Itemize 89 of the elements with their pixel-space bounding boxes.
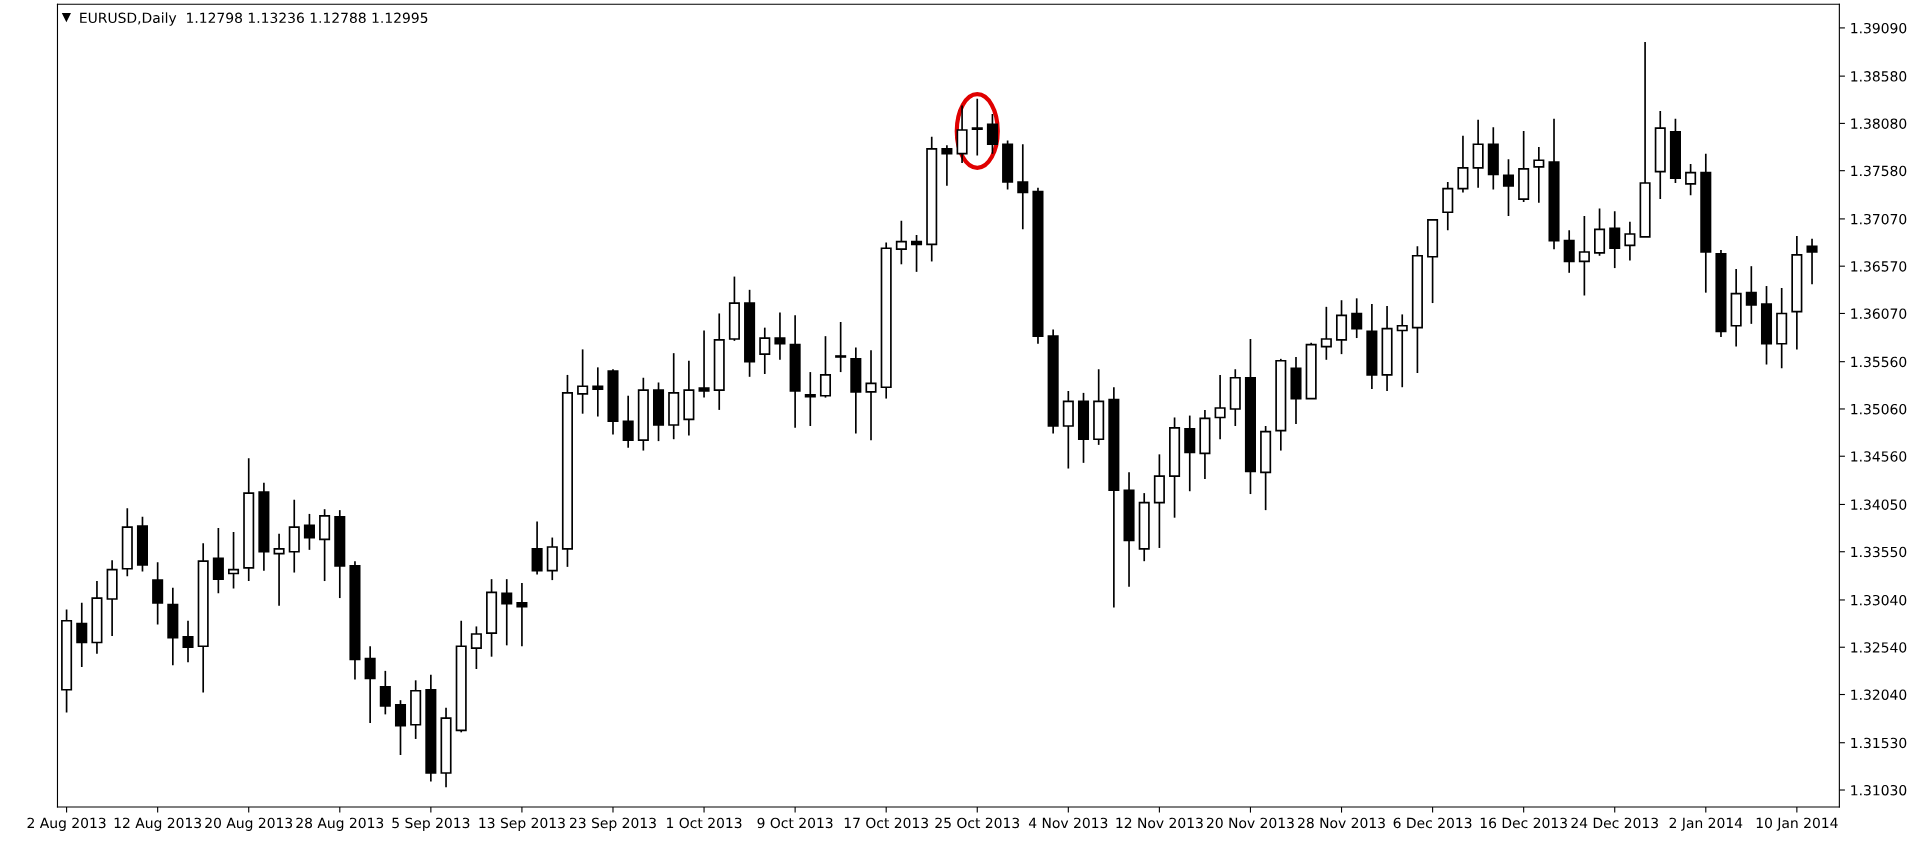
x-tick-label: 28 Nov 2013 [1298,817,1385,829]
candlestick [1396,313,1408,389]
y-tick-label: 1.32540 [1851,642,1907,653]
x-tick-label: 24 Dec 2013 [1571,817,1658,829]
y-tick-label: 1.31530 [1851,737,1907,749]
y-tick-label: 1.37070 [1851,213,1907,225]
candlestick [394,699,407,756]
x-tick-label: 25 Oct 2013 [935,817,1020,829]
candlestick [182,619,194,664]
x-tick-label: 17 Oct 2013 [844,817,929,829]
candlestick [319,508,331,582]
y-tick-label: 1.38580 [1851,71,1907,82]
candlestick [895,219,907,266]
candlestick [1351,297,1363,339]
y-tick-label: 1.32040 [1851,689,1907,700]
candlestick [470,625,482,670]
candlestick [212,527,224,595]
candlestick [1685,163,1697,197]
candlestick [577,348,589,415]
x-tick-label: 16 Dec 2013 [1480,817,1567,829]
candlestick [364,645,376,724]
text: EURUSD,Daily 1.12798 1.13236 1.12788 1.12995 [80,12,428,26]
x-tick-label: 5 Sep 2013 [392,817,470,831]
candlestick [1609,210,1621,269]
candlestick [622,394,634,449]
y-tick-label: 1.31030 [1851,784,1907,796]
x-tick-label: 23 Sep 2013 [569,817,656,831]
candlestick [1533,146,1545,204]
candlestick [1502,158,1515,217]
y-tick-label: 1.36570 [1851,261,1907,272]
x-tick-label: 6 Dec 2013 [1393,817,1472,829]
candlestick [546,536,558,581]
x-tick-label: 13 Sep 2013 [479,817,565,831]
y-tick-label: 1.33040 [1851,594,1907,606]
y-tick-label: 1.34050 [1851,499,1907,510]
candlestick [865,349,877,441]
candlestick [971,97,983,157]
y-tick-label: 1.35560 [1851,356,1907,368]
candlestick [76,601,88,668]
candlestick [911,234,923,273]
candlestick [759,326,771,375]
x-tick-label: 2 Aug 2013 [27,817,106,831]
candlestick [273,532,285,607]
candlestick [1457,134,1469,194]
candlestick [941,144,953,187]
candlestick [1017,143,1029,231]
x-tick-label: 28 Aug 2013 [296,817,384,831]
candlestick [152,561,164,626]
x-tick-label: 4 Nov 2013 [1028,817,1108,829]
candlestick [501,578,513,647]
y-tick-label: 1.38080 [1851,118,1907,129]
candlestick [531,520,543,576]
x-tick-label: 20 Aug 2013 [205,817,293,831]
y-tick-label: 1.35060 [1851,403,1907,415]
candlestick [516,582,528,648]
candlestick [1594,207,1606,257]
x-tick-label: 12 Aug 2013 [114,817,202,831]
candlestick [1472,118,1484,189]
y-tick-label: 1.36070 [1851,308,1907,319]
candlestick [592,366,604,418]
x-tick-label: 20 Nov 2013 [1207,817,1294,829]
candlestick [698,329,710,399]
candlestick [379,670,391,716]
y-tick-label: 1.34560 [1851,451,1907,462]
candlestick [1745,265,1757,325]
candlestick [303,513,315,551]
candlestick [228,531,240,590]
candlestick [956,104,968,164]
y-tick-label: 1.33550 [1851,546,1907,558]
y-tick-label: 1.39090 [1851,22,1907,34]
candlestick [1624,220,1636,262]
x-tick-label: 12 Nov 2013 [1116,817,1203,829]
x-tick-label: 2 Jan 2014 [1669,817,1743,831]
candlestick [819,335,832,399]
candlestick [1442,181,1454,232]
candlestick [1563,229,1575,274]
candlestick [1214,374,1226,441]
x-tick-label: 10 Jan 2014 [1756,817,1838,831]
candlestick [1806,237,1818,285]
candlestick [774,311,786,361]
candlestick [804,371,816,427]
y-tick-label: 1.37580 [1851,165,1907,177]
x-tick-label: 1 Oct 2013 [667,817,742,829]
candlestick [835,321,847,373]
candlestick [1184,414,1196,493]
candlestick [986,113,998,155]
candlestick [1578,215,1590,297]
candlestick [1320,306,1332,361]
x-tick-label: 9 Oct 2013 [757,817,833,829]
